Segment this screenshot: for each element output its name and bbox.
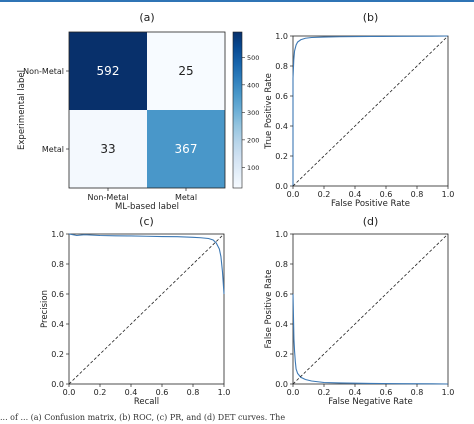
x-tick-label: 1.0 xyxy=(442,190,455,199)
panel-c-title: (c) xyxy=(139,215,154,228)
figure: (a) 592 25 33 367 Non-Metal Metal Non-Metal Meta… xyxy=(17,11,454,407)
x-tick-label: 0.0 xyxy=(287,190,300,199)
matrix-cell-value: 25 xyxy=(178,64,193,78)
y-tick-label: 0.2 xyxy=(51,350,64,359)
x-tick-label: 0.8 xyxy=(411,388,424,397)
y-tick-label: 0.2 xyxy=(275,350,288,359)
y-tick-label: 0.0 xyxy=(275,182,288,191)
diagonal-reference-line xyxy=(292,35,449,187)
panel-a-title: (a) xyxy=(139,11,154,24)
y-tick-label: 0.6 xyxy=(275,290,288,299)
y-category-label: Metal xyxy=(42,145,64,154)
x-axis-label: False Negative Rate xyxy=(328,397,412,407)
x-axis-label: False Positive Rate xyxy=(331,199,410,209)
y-tick-label: 0.6 xyxy=(51,290,64,299)
y-category-label: Non-Metal xyxy=(23,67,64,76)
matrix-cell xyxy=(147,32,225,110)
matrix-frame xyxy=(68,31,226,189)
matrix-cell-value: 592 xyxy=(97,64,120,78)
panel-b: (b) 0.0 0.2 0.4 0.6 0.8 1.0 0.0 0.2 0.4 0.6 0.8 1.0 F… xyxy=(264,11,454,209)
x-tick-label: 0.6 xyxy=(380,190,393,199)
panel-d: (d) 0.0 0.2 0.4 0.6 0.8 1.0 0.0 0.2 0.4 0.6 0.8 1.0 F… xyxy=(264,215,454,407)
x-tick-label: 0.4 xyxy=(125,388,138,397)
curve-line xyxy=(292,35,449,186)
y-tick-label: 0.4 xyxy=(275,122,288,131)
matrix-cell xyxy=(69,32,147,110)
matrix-cell-value: 33 xyxy=(100,142,115,156)
x-tick-label: 0.0 xyxy=(63,388,76,397)
x-tick-label: 0.4 xyxy=(349,190,362,199)
x-axis-label: ML-based label xyxy=(115,202,179,212)
y-tick-label: 0.8 xyxy=(51,260,64,269)
y-axis-label: Precision xyxy=(40,290,50,328)
y-tick-label: 0.6 xyxy=(275,92,288,101)
panel-a: (a) 592 25 33 367 Non-Metal Metal Non-Metal Meta… xyxy=(17,11,259,212)
diagonal-reference-line xyxy=(68,233,225,385)
matrix-cell-value: 367 xyxy=(175,142,198,156)
x-tick-label: 0.6 xyxy=(380,388,393,397)
x-axis-label: Recall xyxy=(134,397,159,407)
x-tick-label: 0.8 xyxy=(411,190,424,199)
x-tick-label: 0.2 xyxy=(318,388,331,397)
diagonal-reference-line xyxy=(292,233,449,385)
y-tick-label: 1.0 xyxy=(51,230,64,239)
y-axis-label: False Positive Rate xyxy=(264,270,274,349)
matrix-cell xyxy=(147,110,225,188)
matrix-cell xyxy=(69,110,147,188)
panel-b-title: (b) xyxy=(363,11,379,24)
y-tick-label: 0.8 xyxy=(275,260,288,269)
panel-c: (c) 0.0 0.2 0.4 0.6 0.8 1.0 0.0 0.2 0.4 0.6 0.8 1.0 R… xyxy=(40,215,230,407)
y-axis-label: Experimental label xyxy=(17,70,27,150)
y-tick-label: 0.0 xyxy=(51,380,64,389)
x-tick-label: 1.0 xyxy=(218,388,231,397)
y-tick-label: 0.0 xyxy=(275,380,288,389)
x-tick-label: 0.2 xyxy=(94,388,107,397)
y-tick-label: 1.0 xyxy=(275,32,288,41)
y-tick-label: 1.0 xyxy=(275,230,288,239)
colorbar-tick-label: 100 xyxy=(247,164,259,172)
x-tick-label: 0.6 xyxy=(156,388,169,397)
y-tick-label: 0.4 xyxy=(51,320,64,329)
x-tick-label: 0.0 xyxy=(287,388,300,397)
curve-line xyxy=(292,293,449,385)
y-tick-label: 0.8 xyxy=(275,62,288,71)
x-category-label: Metal xyxy=(175,193,197,202)
curve-line xyxy=(68,233,225,295)
colorbar-tick-label: 400 xyxy=(247,81,259,89)
colorbar-tick-label: 500 xyxy=(247,54,259,62)
y-tick-label: 0.2 xyxy=(275,152,288,161)
top-border xyxy=(0,0,474,2)
x-tick-label: 0.4 xyxy=(349,388,362,397)
panel-d-title: (d) xyxy=(363,215,379,228)
x-tick-label: 0.2 xyxy=(318,190,331,199)
x-tick-label: 0.8 xyxy=(187,388,200,397)
x-category-label: Non-Metal xyxy=(88,193,129,202)
y-tick-label: 0.4 xyxy=(275,320,288,329)
colorbar-tick-label: 300 xyxy=(247,109,259,117)
y-axis-label: True Positive Rate xyxy=(264,73,274,150)
colorbar xyxy=(232,31,243,189)
colorbar-tick-label: 200 xyxy=(247,136,259,144)
figure-caption: ... of ... (a) Confusion matrix, (b) ROC… xyxy=(0,413,286,422)
x-tick-label: 1.0 xyxy=(442,388,455,397)
